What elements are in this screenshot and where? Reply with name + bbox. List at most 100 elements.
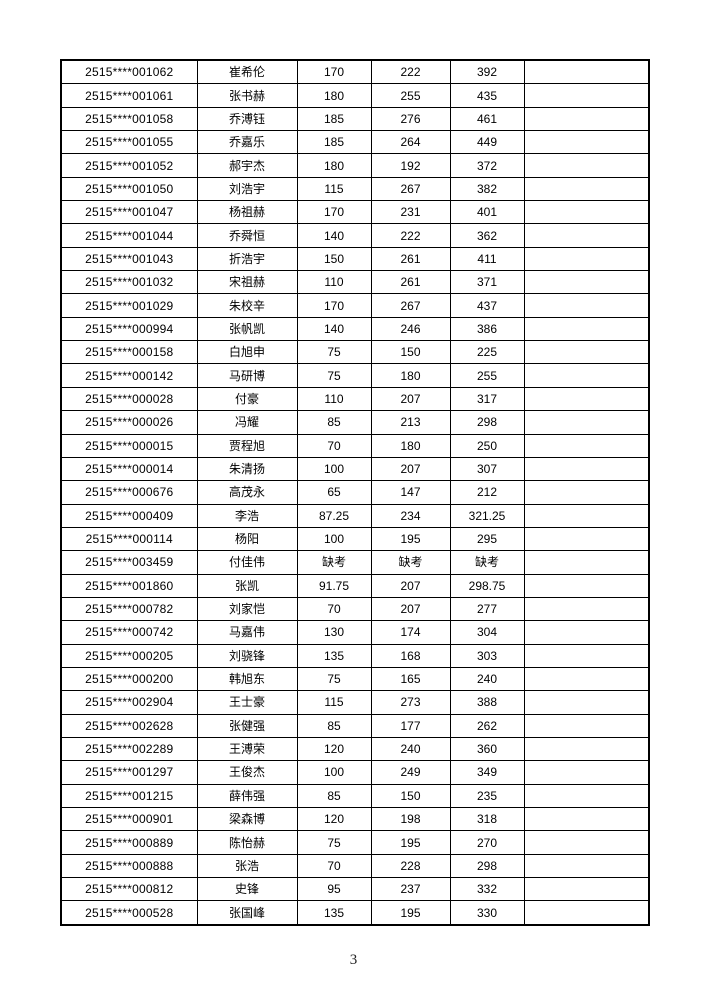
exam-id-cell: 2515****001043: [60, 246, 198, 272]
exam-id-cell: 2515****002289: [60, 736, 198, 762]
remark-cell: [523, 783, 650, 809]
score-1-cell: 185: [296, 106, 372, 132]
table-row: 2515****000901 梁森博 120 198 318: [60, 806, 650, 832]
exam-id-cell: 2515****000205: [60, 643, 198, 668]
table-row: 2515****000812 史锋 95 237 332: [60, 877, 650, 902]
exam-id-cell: 2515****000142: [60, 363, 198, 388]
exam-id-cell: 2515****000676: [60, 480, 198, 505]
name-cell: 宋祖赫: [196, 270, 298, 295]
exam-id-cell: 2515****001055: [60, 130, 198, 155]
remark-cell: [523, 363, 650, 388]
exam-id-cell: 2515****000528: [60, 900, 198, 926]
score-1-cell: 150: [296, 246, 372, 272]
table-row: 2515****001050 刘浩宇 115 267 382: [60, 176, 650, 202]
score-2-cell: 180: [370, 433, 451, 458]
name-cell: 乔溥钰: [196, 106, 298, 132]
name-cell: 付佳伟: [196, 550, 298, 575]
score-1-cell: 100: [296, 760, 372, 785]
score-1-cell: 120: [296, 806, 372, 832]
score-1-cell: 170: [296, 200, 372, 225]
score-1-cell: 140: [296, 316, 372, 342]
name-cell: 张书赫: [196, 83, 298, 108]
remark-cell: [523, 270, 650, 295]
score-1-cell: 120: [296, 736, 372, 762]
total-score-cell: 435: [449, 83, 525, 108]
score-1-cell: 75: [296, 666, 372, 692]
table-row: 2515****000142 马研博 75 180 255: [60, 363, 650, 388]
score-2-cell: 207: [370, 456, 451, 482]
table-row: 2515****001215 薛伟强 85 150 235: [60, 783, 650, 809]
total-score-cell: 225: [449, 340, 525, 365]
table-row: 2515****001043 折浩宇 150 261 411: [60, 246, 650, 272]
exam-id-cell: 2515****001047: [60, 200, 198, 225]
score-2-cell: 237: [370, 877, 451, 902]
page-number: 3: [349, 952, 358, 968]
total-score-cell: 298: [449, 853, 525, 879]
name-cell: 薛伟强: [196, 783, 298, 809]
table-row: 2515****000026 冯耀 85 213 298: [60, 410, 650, 435]
exam-id-cell: 2515****001058: [60, 106, 198, 132]
exam-id-cell: 2515****000014: [60, 456, 198, 482]
name-cell: 冯耀: [196, 410, 298, 435]
exam-id-cell: 2515****000782: [60, 596, 198, 622]
name-cell: 陈怡赫: [196, 830, 298, 855]
remark-cell: [523, 223, 650, 248]
total-score-cell: 307: [449, 456, 525, 482]
exam-id-cell: 2515****002628: [60, 713, 198, 738]
exam-id-cell: 2515****001029: [60, 293, 198, 318]
total-score-cell: 240: [449, 666, 525, 692]
score-2-cell: 195: [370, 900, 451, 926]
remark-cell: [523, 456, 650, 482]
exam-id-cell: 2515****001032: [60, 270, 198, 295]
total-score-cell: 212: [449, 480, 525, 505]
score-1-cell: 65: [296, 480, 372, 505]
remark-cell: [523, 130, 650, 155]
name-cell: 梁森博: [196, 806, 298, 832]
total-score-cell: 298: [449, 410, 525, 435]
score-1-cell: 110: [296, 270, 372, 295]
total-score-cell: 缺考: [449, 550, 525, 575]
total-score-cell: 262: [449, 713, 525, 738]
score-table-body: 2515****001062 崔希伦 170 222 392 2515****001061…: [60, 59, 650, 926]
remark-cell: [523, 573, 650, 598]
exam-id-cell: 2515****001061: [60, 83, 198, 108]
remark-cell: [523, 59, 650, 85]
remark-cell: [523, 153, 650, 178]
remark-cell: [523, 316, 650, 342]
total-score-cell: 332: [449, 877, 525, 902]
name-cell: 张帆凯: [196, 316, 298, 342]
name-cell: 张健强: [196, 713, 298, 738]
score-2-cell: 207: [370, 573, 451, 598]
table-row: 2515****000200 韩旭东 75 165 240: [60, 666, 650, 692]
table-row: 2515****000014 朱清扬 100 207 307: [60, 456, 650, 482]
exam-id-cell: 2515****002904: [60, 690, 198, 715]
name-cell: 朱校辛: [196, 293, 298, 318]
exam-id-cell: 2515****000409: [60, 503, 198, 528]
table-row: 2515****002289 王溥荣 120 240 360: [60, 736, 650, 762]
total-score-cell: 411: [449, 246, 525, 272]
score-1-cell: 100: [296, 526, 372, 552]
total-score-cell: 437: [449, 293, 525, 318]
name-cell: 马研博: [196, 363, 298, 388]
table-row: 2515****001058 乔溥钰 185 276 461: [60, 106, 650, 132]
remark-cell: [523, 853, 650, 879]
score-2-cell: 192: [370, 153, 451, 178]
exam-id-cell: 2515****000028: [60, 386, 198, 412]
remark-cell: [523, 246, 650, 272]
total-score-cell: 330: [449, 900, 525, 926]
total-score-cell: 362: [449, 223, 525, 248]
name-cell: 王士豪: [196, 690, 298, 715]
score-2-cell: 234: [370, 503, 451, 528]
total-score-cell: 392: [449, 59, 525, 85]
total-score-cell: 372: [449, 153, 525, 178]
exam-id-cell: 2515****000889: [60, 830, 198, 855]
score-1-cell: 110: [296, 386, 372, 412]
remark-cell: [523, 643, 650, 668]
score-2-cell: 缺考: [370, 550, 451, 575]
total-score-cell: 360: [449, 736, 525, 762]
table-row: 2515****001052 郝宇杰 180 192 372: [60, 153, 650, 178]
exam-id-cell: 2515****001052: [60, 153, 198, 178]
table-row: 2515****001044 乔舜恒 140 222 362: [60, 223, 650, 248]
score-2-cell: 267: [370, 176, 451, 202]
remark-cell: [523, 410, 650, 435]
